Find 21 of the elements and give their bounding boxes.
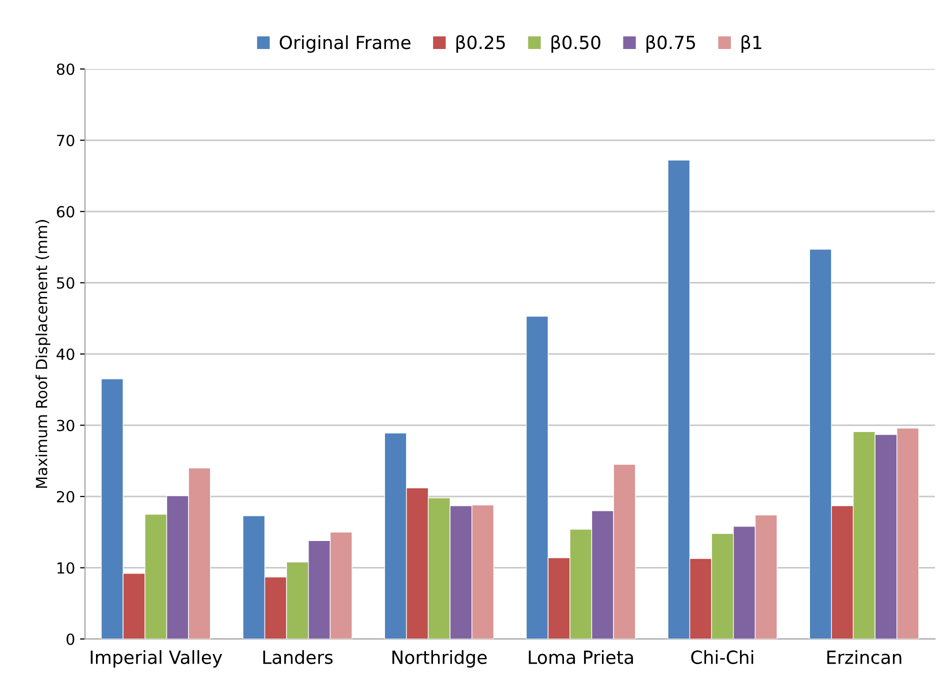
legend-label: β0.25 <box>456 35 505 53</box>
y-tick-label: 10 <box>58 562 74 574</box>
x-tick-label: Loma Prieta <box>528 650 633 664</box>
x-tick-label: Chi-Chi <box>691 650 754 664</box>
x-tick-label: Landers <box>263 650 333 664</box>
y-tick-label: 80 <box>56 63 74 76</box>
y-axis-title: Maximum Roof Displacement (mm) <box>35 220 50 488</box>
legend-label: Original Frame <box>280 35 410 53</box>
y-tick-label: 50 <box>57 277 74 289</box>
x-tick-label: Northridge <box>392 650 487 668</box>
y-tick-label: 40 <box>56 348 74 360</box>
y-tick-label: 30 <box>57 420 74 432</box>
x-tick-label: Erzincan <box>827 650 902 664</box>
legend-label: β0.75 <box>646 35 695 53</box>
y-tick-label: 20 <box>56 490 74 503</box>
y-tick-label: 0 <box>66 633 74 646</box>
x-tick-label: Imperial Valley <box>90 650 222 668</box>
y-tick-label: 60 <box>56 206 74 218</box>
legend-label: β0.50 <box>551 35 600 53</box>
legend-label: β1 <box>742 35 762 53</box>
y-tick-label: 70 <box>57 134 74 146</box>
